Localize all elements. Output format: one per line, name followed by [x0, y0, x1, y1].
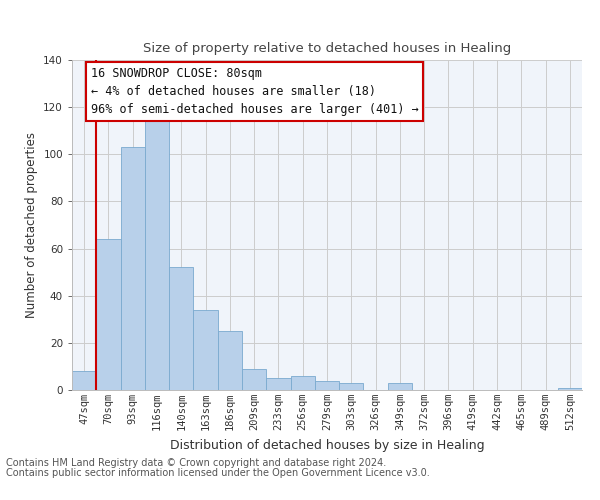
Bar	[218, 331, 242, 390]
Bar	[96, 239, 121, 390]
Text: Contains public sector information licensed under the Open Government Licence v3: Contains public sector information licen…	[6, 468, 430, 477]
Bar	[145, 119, 169, 390]
Bar	[266, 378, 290, 390]
Text: 16 SNOWDROP CLOSE: 80sqm
← 4% of detached houses are smaller (18)
96% of semi-de: 16 SNOWDROP CLOSE: 80sqm ← 4% of detache…	[91, 67, 419, 116]
Bar	[339, 383, 364, 390]
Bar	[193, 310, 218, 390]
Bar	[121, 147, 145, 390]
X-axis label: Distribution of detached houses by size in Healing: Distribution of detached houses by size …	[170, 438, 484, 452]
Bar	[169, 268, 193, 390]
Bar	[388, 383, 412, 390]
Bar	[315, 380, 339, 390]
Text: Contains HM Land Registry data © Crown copyright and database right 2024.: Contains HM Land Registry data © Crown c…	[6, 458, 386, 468]
Bar	[558, 388, 582, 390]
Title: Size of property relative to detached houses in Healing: Size of property relative to detached ho…	[143, 42, 511, 54]
Bar	[242, 369, 266, 390]
Y-axis label: Number of detached properties: Number of detached properties	[25, 132, 38, 318]
Bar	[290, 376, 315, 390]
Bar	[72, 371, 96, 390]
